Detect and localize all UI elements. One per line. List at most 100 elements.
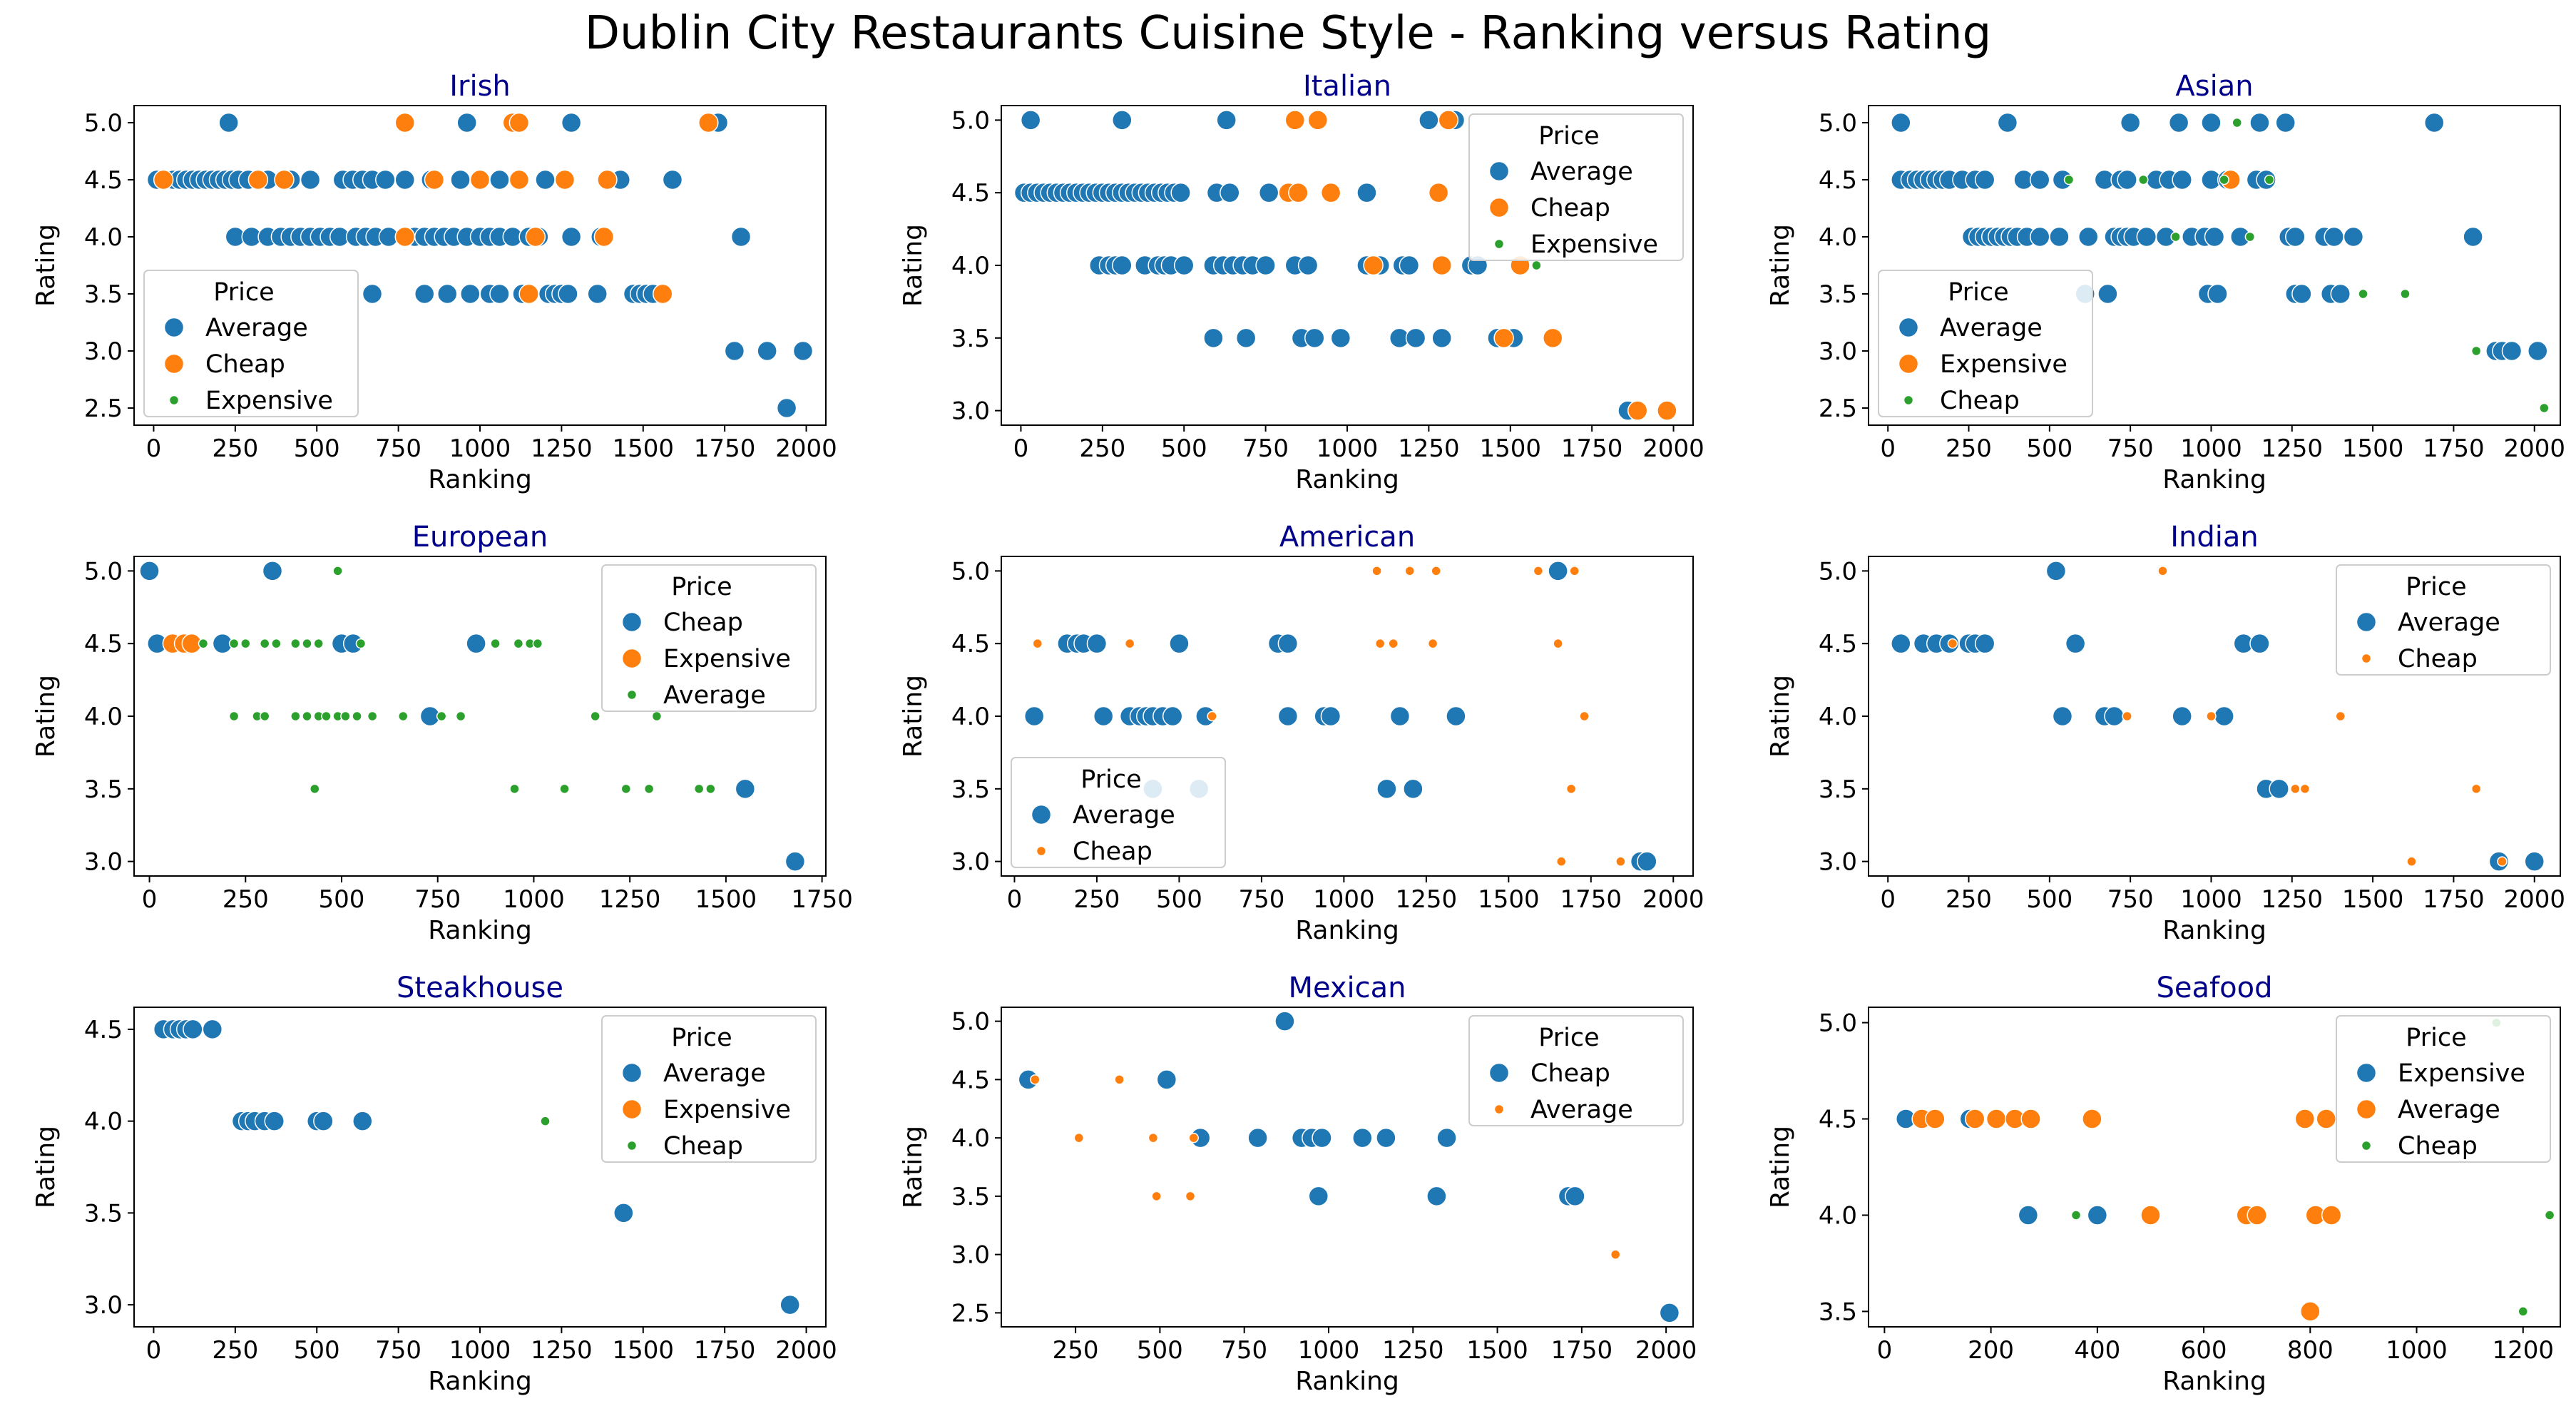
data-point-average	[1086, 633, 1108, 654]
data-point-average	[1974, 633, 1995, 654]
data-point-cheap	[1427, 638, 1438, 649]
data-point-average	[489, 169, 510, 190]
legend-marker-cheap	[1903, 394, 1914, 406]
data-point-average	[1020, 110, 1041, 131]
y-tick-label: 5.0	[951, 106, 990, 135]
legend-marker-average	[621, 1062, 643, 1084]
data-point-average	[436, 283, 458, 305]
legend-label: Cheap	[1940, 387, 2020, 415]
x-tick-label: 1500	[1478, 885, 1540, 914]
data-point-average	[1277, 706, 1299, 727]
legend-box	[143, 270, 359, 417]
data-point-average	[450, 169, 471, 190]
data-point-cheap	[735, 778, 756, 800]
y-tick-label: 2.5	[84, 394, 123, 423]
data-point-average	[321, 710, 332, 722]
y-tick-label: 4.0	[951, 252, 990, 280]
data-point-average	[1112, 255, 1133, 276]
legend-box	[2336, 1015, 2551, 1163]
subplot-title: European	[412, 521, 548, 554]
data-point-cheap	[2518, 1306, 2529, 1317]
subplot-title: Mexican	[1288, 972, 1406, 1004]
data-point-average	[2423, 112, 2445, 133]
legend-label: Average	[663, 681, 766, 710]
y-tick-label: 4.5	[1819, 1106, 1857, 1134]
x-tick-label: 1000	[1313, 885, 1375, 914]
x-tick-label: 250	[212, 1336, 258, 1365]
legend-label: Average	[663, 1059, 766, 1088]
legend-label: Cheap	[663, 608, 743, 637]
data-point-average	[2247, 1205, 2267, 1226]
data-point-average	[1376, 778, 1397, 800]
subplot-indian: Indian 0 250 500 750 1000 1250 1500 1750 2000 3.0 3…	[1766, 521, 2565, 945]
x-tick-label: 1750	[1561, 434, 1623, 463]
data-point-average	[2316, 1109, 2336, 1129]
legend-label: Cheap	[1073, 837, 1152, 866]
data-point-cheap	[1363, 255, 1384, 276]
data-points	[139, 561, 806, 872]
legend-marker-average	[1488, 161, 1510, 182]
data-point-average	[1548, 561, 1568, 581]
legend-label: Average	[2398, 608, 2500, 637]
data-point-cheap	[2264, 174, 2275, 185]
data-point-cheap	[1426, 1186, 1447, 1207]
data-point-cheap	[1543, 327, 1563, 349]
data-point-average	[456, 112, 477, 133]
data-point-cheap	[2539, 402, 2550, 414]
y-tick-label: 4.0	[951, 703, 990, 731]
legend-box	[601, 1015, 817, 1163]
data-point-cheap	[652, 283, 673, 305]
subplot-title: American	[1279, 521, 1415, 554]
x-tick-label: 250	[1073, 885, 1120, 914]
data-point-average	[1419, 110, 1439, 131]
subplot-title: Irish	[449, 70, 511, 103]
data-point-average	[2168, 112, 2189, 133]
data-point-average	[2029, 169, 2050, 190]
data-point-cheap	[2170, 231, 2181, 243]
data-point-cheap	[508, 169, 530, 190]
x-tick-label: 1250	[1382, 1336, 1444, 1365]
data-point-cheap	[1627, 400, 1648, 421]
subplot-title: Steakhouse	[397, 972, 563, 1004]
data-point-average	[460, 283, 481, 305]
y-tick-label: 3.5	[951, 325, 990, 353]
data-point-average	[643, 783, 655, 795]
data-point-average	[2052, 706, 2073, 727]
y-tick-label: 5.0	[951, 1008, 990, 1037]
data-point-cheap	[2290, 783, 2301, 795]
y-tick-label: 5.0	[84, 557, 123, 586]
legend-label: Cheap	[1530, 1059, 1610, 1088]
legend-title: Price	[671, 1024, 732, 1052]
y-tick-label: 5.0	[1819, 1009, 1857, 1038]
y-tick-label: 3.0	[951, 1241, 990, 1270]
subplot-italian: Italian 0 250 500 750 1000 1250 1500 1750 2000 3.0…	[899, 70, 1704, 494]
data-point-average	[1446, 706, 1466, 727]
data-point-average	[2501, 340, 2523, 362]
x-tick-label: 1500	[2342, 434, 2404, 463]
x-tick-label: 1250	[2261, 885, 2324, 914]
data-point-cheap	[508, 112, 530, 133]
data-point-average	[613, 1203, 634, 1223]
legend-title: Price	[1538, 122, 1599, 151]
legend-marker-average	[1031, 804, 1052, 825]
y-tick-label: 3.0	[951, 397, 990, 426]
x-tick-label: 500	[294, 1336, 340, 1365]
data-point-average	[2104, 706, 2125, 727]
data-point-cheap	[593, 226, 615, 248]
data-point-average	[352, 710, 362, 722]
data-points	[1013, 110, 1677, 421]
data-point-average	[1304, 327, 1325, 349]
data-point-average	[271, 638, 282, 649]
legend-label: Average	[1940, 314, 2043, 342]
x-tick-label: 250	[1946, 434, 1992, 463]
data-point-cheap	[2497, 856, 2508, 867]
data-point-average	[1188, 1132, 1199, 1144]
x-tick-label: 1750	[694, 1336, 756, 1365]
legend-marker-average	[1898, 317, 1919, 338]
x-tick-label: 750	[2107, 434, 2154, 463]
y-tick-label: 4.0	[84, 1108, 123, 1136]
x-tick-label: 1750	[2423, 434, 2485, 463]
x-tick-label: 1500	[613, 1336, 675, 1365]
y-tick-label: 3.0	[1819, 337, 1857, 366]
